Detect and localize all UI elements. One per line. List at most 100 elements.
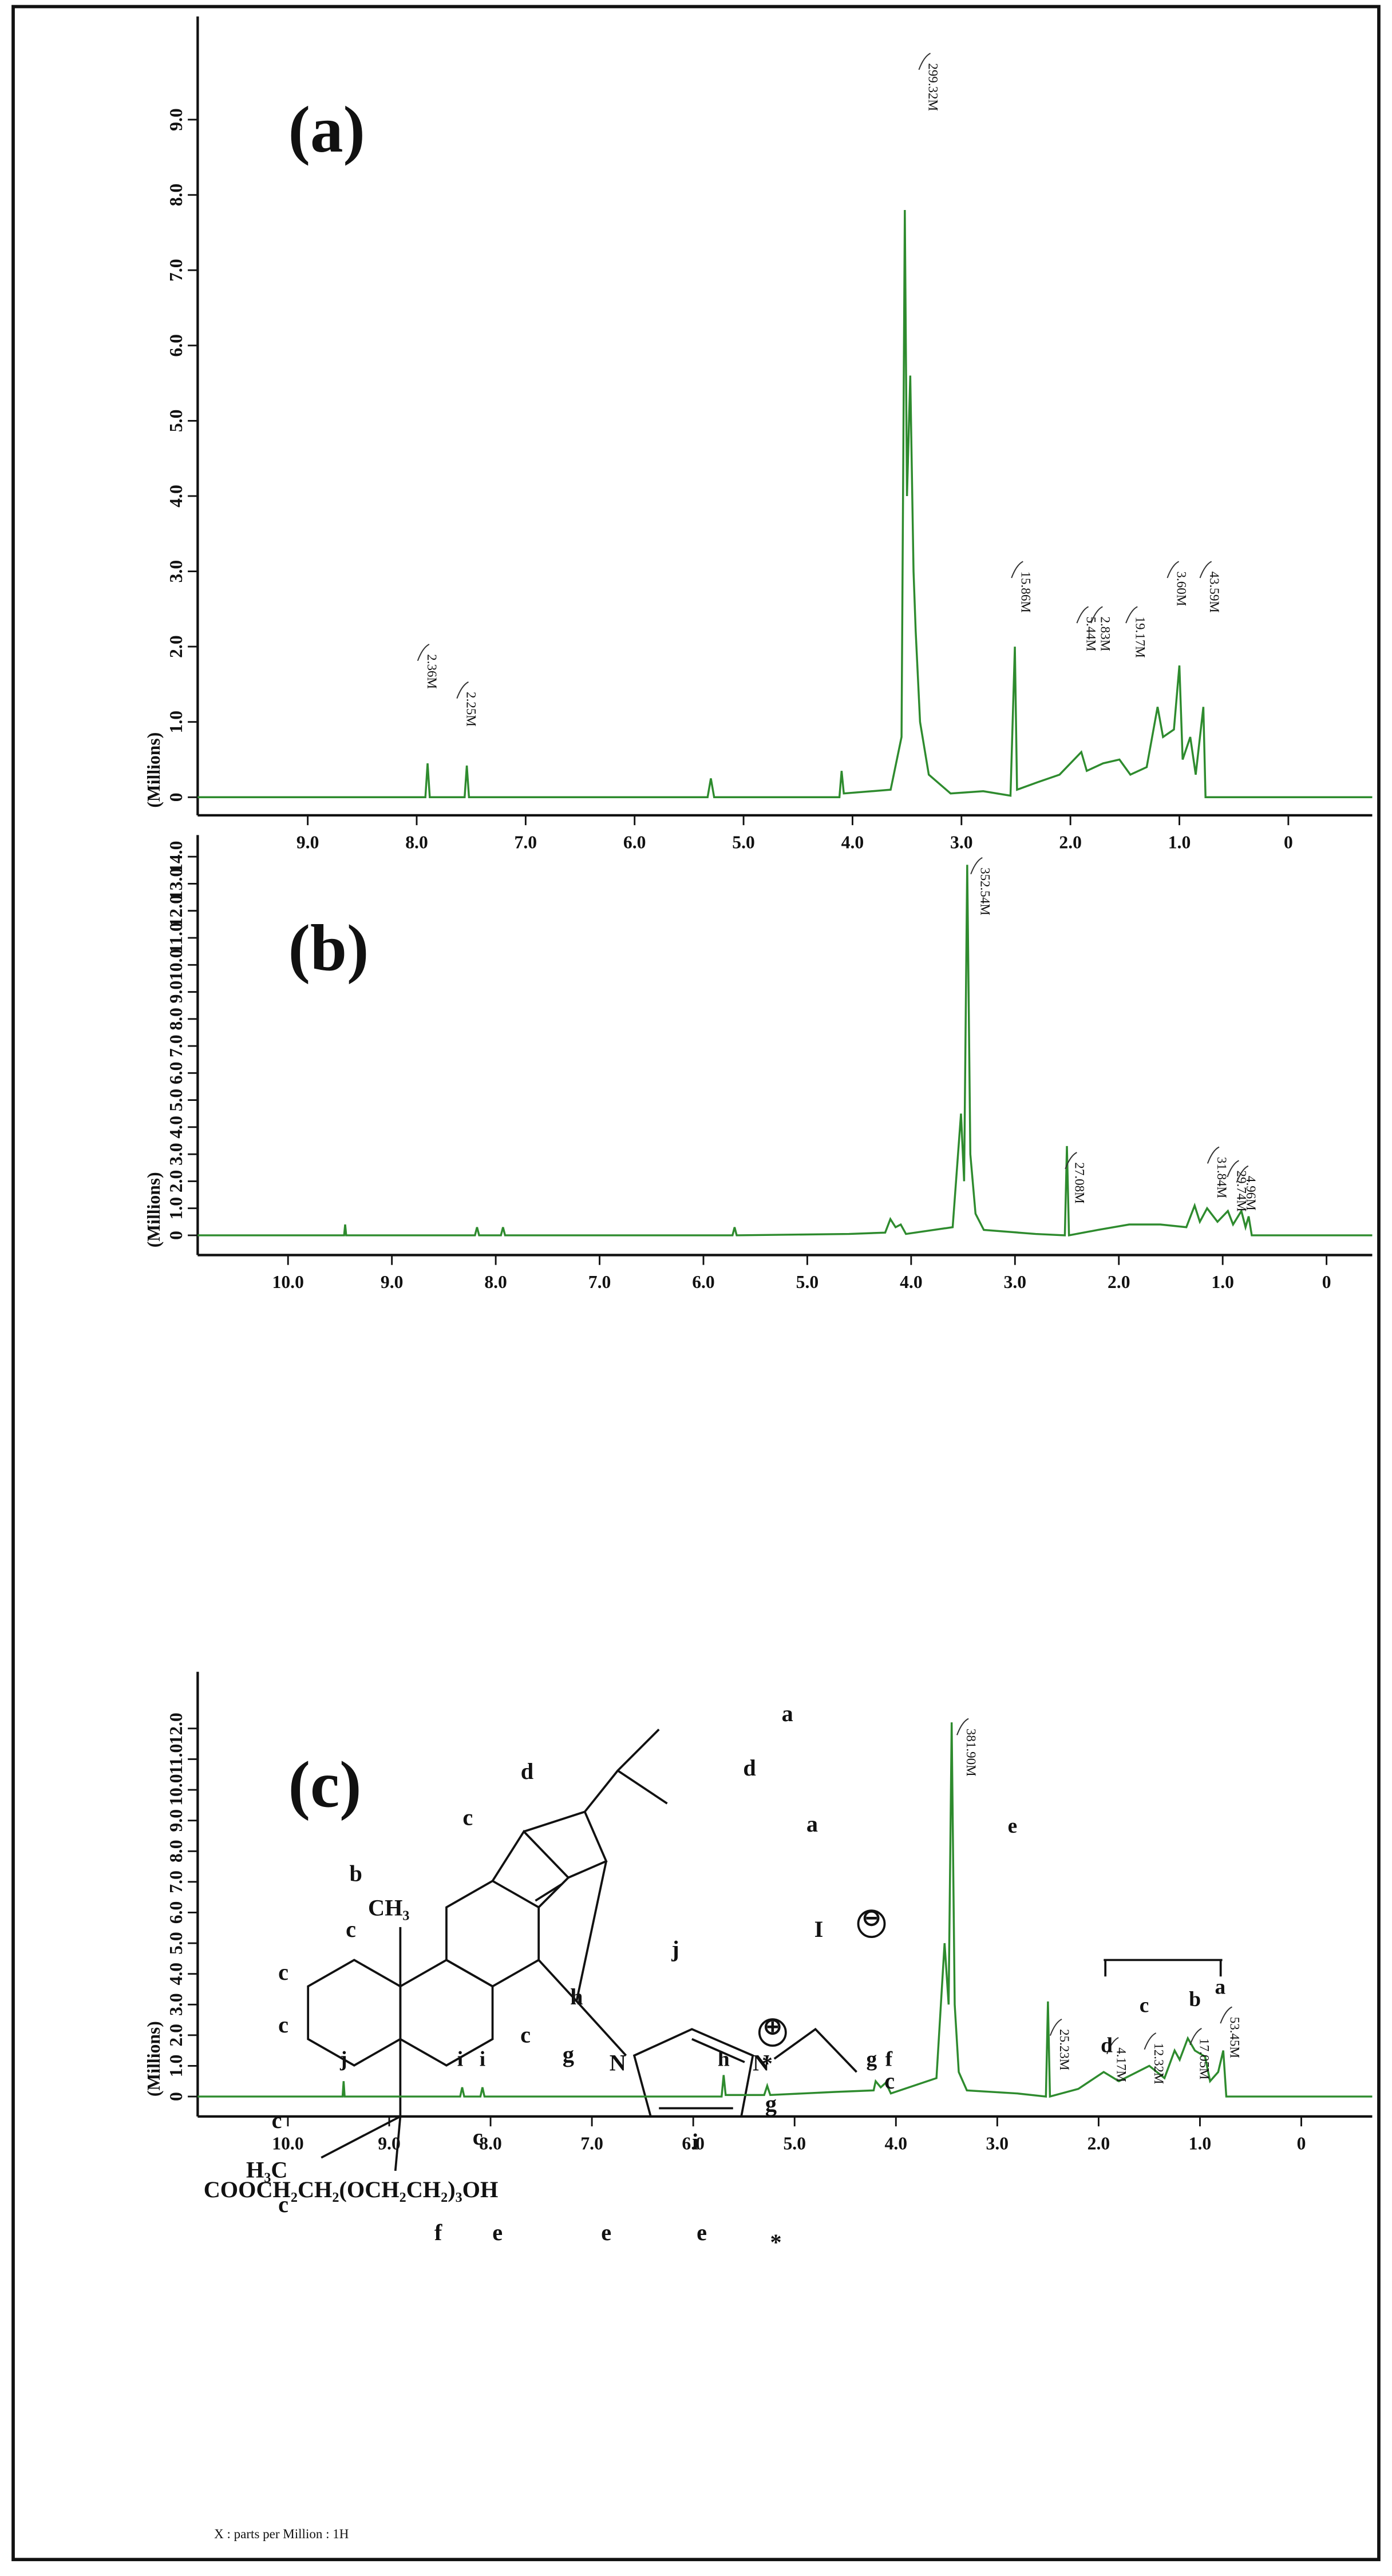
integral-label: 2.83M xyxy=(1098,616,1113,651)
y-tick-label: 11.0 xyxy=(166,922,186,953)
spectrum-line xyxy=(197,1722,1373,2098)
y-tick-label: 2.0 xyxy=(166,1170,186,1193)
structure-label: I xyxy=(814,1916,824,1942)
integral-label: 299.32M xyxy=(926,63,941,111)
integral-curve xyxy=(1065,1152,1077,1170)
structure-label: N xyxy=(753,2050,769,2075)
structure-label: c xyxy=(278,1959,288,1985)
x-tick-label: 5.0 xyxy=(796,1272,819,1292)
integral-label: 4.17M xyxy=(1114,2047,1129,2082)
y-tick-label: 12.0 xyxy=(166,1713,186,1744)
y-tick-label: 8.0 xyxy=(166,1008,186,1031)
integral-curve xyxy=(970,857,983,874)
x-tick-label: 6.0 xyxy=(692,1272,715,1292)
panel-title: (a) xyxy=(288,93,365,166)
integral-curve xyxy=(1090,606,1103,624)
integral-label: 12.32M xyxy=(1152,2043,1166,2084)
panel-title: (c) xyxy=(288,1748,362,1821)
y-axis-label: (Millions) xyxy=(144,732,164,808)
x-tick-label: 6.0 xyxy=(623,832,646,852)
y-tick-label: 1.0 xyxy=(166,711,186,734)
x-tick-label: 0 xyxy=(1284,832,1293,852)
y-tick-label: 7.0 xyxy=(166,259,186,282)
y-tick-label: 9.0 xyxy=(166,1809,186,1832)
integral-label: 2.36M xyxy=(425,654,440,689)
structure-label: c xyxy=(884,2068,895,2094)
integral-curve xyxy=(417,644,430,661)
x-tick-label: 7.0 xyxy=(588,1272,611,1292)
structure-label: a xyxy=(806,1811,818,1837)
structure-label: e xyxy=(492,2220,503,2245)
y-tick-label: 10.0 xyxy=(166,949,186,981)
integral-label: 43.59M xyxy=(1207,572,1222,613)
y-tick-label: 6.0 xyxy=(166,334,186,357)
integral-curve xyxy=(456,681,469,699)
structure-label: e xyxy=(601,2220,611,2245)
peak-label: c xyxy=(1140,1994,1149,2018)
y-tick-label: 6.0 xyxy=(166,1901,186,1924)
integral-label: 27.08M xyxy=(1073,1162,1088,1203)
y-tick-label: 3.0 xyxy=(166,560,186,583)
structure-label: c xyxy=(278,2012,288,2038)
peak-label: g xyxy=(866,2047,877,2071)
peak-label: h xyxy=(718,2047,730,2071)
y-tick-label: 4.0 xyxy=(166,1116,186,1139)
peak-label: j xyxy=(339,2047,347,2071)
integral-curve xyxy=(1220,2006,1232,2024)
structure-label: COOCH₂CH₂(OCH₂CH₂)₃OH xyxy=(204,2177,499,2202)
y-tick-label: 11.0 xyxy=(166,1744,186,1775)
peak-label: * xyxy=(762,2052,773,2075)
x-tick-label: 7.0 xyxy=(515,832,537,852)
y-tick-label: 8.0 xyxy=(166,1840,186,1862)
y-tick-label: 1.0 xyxy=(166,2055,186,2078)
x-tick-label: 2.0 xyxy=(1059,832,1082,852)
integral-curve xyxy=(1011,561,1023,578)
panel-title: (b) xyxy=(288,911,369,984)
x-tick-label: 9.0 xyxy=(378,2133,401,2153)
structure-label: c xyxy=(462,1804,473,1830)
y-tick-label: 4.0 xyxy=(166,1963,186,1985)
structure-label: a xyxy=(782,1701,793,1726)
peak-label: i xyxy=(480,2047,485,2071)
structure-label: c xyxy=(473,2124,483,2150)
structure-label: * xyxy=(770,2229,782,2255)
y-tick-label: 3.0 xyxy=(166,1993,186,2016)
x-tick-label: 3.0 xyxy=(986,2133,1009,2153)
integral-label: 2.25M xyxy=(464,692,479,727)
x-tick-label: 4.0 xyxy=(885,2133,908,2153)
x-tick-label: 0 xyxy=(1297,2133,1306,2153)
x-tick-label: 1.0 xyxy=(1189,2133,1212,2153)
x-tick-label: 1.0 xyxy=(1168,832,1191,852)
structure-label: g xyxy=(765,2091,777,2117)
y-tick-label: 9.0 xyxy=(166,108,186,131)
x-tick-label: 2.0 xyxy=(1088,2133,1110,2153)
structure-label: i xyxy=(692,2129,698,2154)
structure-label: j xyxy=(671,1936,679,1962)
x-tick-label: 7.0 xyxy=(580,2133,603,2153)
y-tick-label: 4.0 xyxy=(166,485,186,508)
y-tick-label: 5.0 xyxy=(166,1089,186,1112)
structure-label: h xyxy=(570,1984,583,2010)
structure-label: H₃C xyxy=(246,2157,287,2182)
y-tick-label: 5.0 xyxy=(166,410,186,433)
x-tick-label: 10.0 xyxy=(272,2133,303,2153)
y-tick-label: 12.0 xyxy=(166,895,186,926)
integral-curve xyxy=(1207,1146,1220,1164)
x-tick-label: 8.0 xyxy=(405,832,428,852)
structure-label: d xyxy=(521,1758,533,1784)
y-tick-label: 1.0 xyxy=(166,1197,186,1220)
x-tick-label: 10.0 xyxy=(272,1272,304,1292)
structure-label: f xyxy=(434,2220,442,2245)
structure-label: N xyxy=(610,2050,626,2075)
y-tick-label: 7.0 xyxy=(166,1035,186,1057)
x-tick-label: 3.0 xyxy=(950,832,973,852)
structure-label: c xyxy=(346,1916,356,1942)
structure-label: c xyxy=(278,2191,288,2217)
integral-label: 17.05M xyxy=(1197,2038,1212,2079)
y-tick-label: 2.0 xyxy=(166,2024,186,2047)
x-tick-label: 9.0 xyxy=(296,832,319,852)
y-tick-label: 14.0 xyxy=(166,841,186,873)
x-tick-label: 9.0 xyxy=(381,1272,404,1292)
frame xyxy=(11,5,1381,2562)
